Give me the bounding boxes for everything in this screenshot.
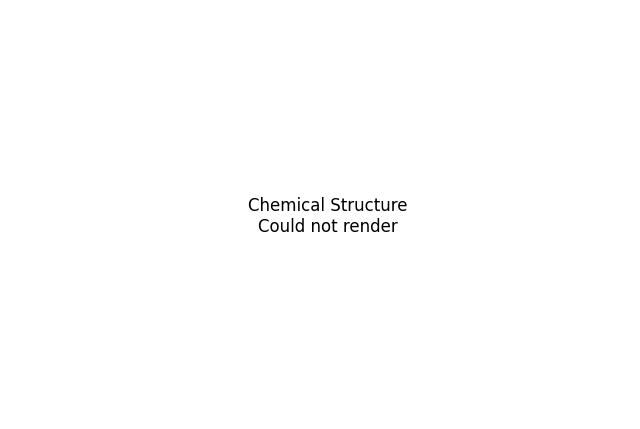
Text: Chemical Structure
Could not render: Chemical Structure Could not render <box>248 197 408 236</box>
